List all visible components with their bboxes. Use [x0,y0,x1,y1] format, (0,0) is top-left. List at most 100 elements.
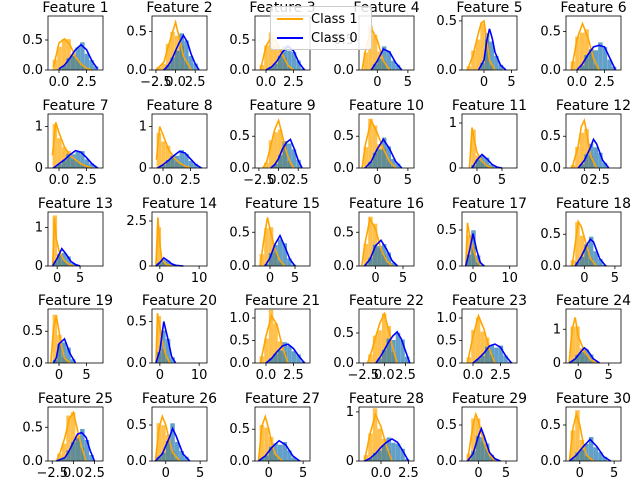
x-tick-label: 2.5 [76,173,97,188]
density-line-class-0 [58,43,99,70]
hist-bar-class-0 [66,256,71,266]
hist-bar-class-1 [156,316,162,363]
hist-bar-class-0 [277,239,283,266]
hist-bar-class-1 [264,427,269,461]
y-tick-label: 0.5 [436,334,457,349]
subplot-feature-10: 0.0 0.5 0 5 Feature 10 [333,98,424,188]
hist-bar-class-0 [584,154,589,168]
hist-bar-class-0 [494,55,499,70]
density-line-class-1 [155,313,171,364]
hist-bar-class-0 [170,357,175,363]
hist-bar-class-0 [184,456,189,461]
hist-bar-class-0 [494,347,499,363]
axes-frame [151,406,208,462]
hist-bar-class-0 [602,456,608,461]
hist-bar-class-1 [584,29,589,70]
hist-bar-class-0 [259,458,265,461]
y-tick-label: 1 [553,322,561,337]
hist-bar-class-0 [575,452,580,461]
hist-bar-class-1 [273,45,278,70]
y-tick-label: 0 [139,259,147,274]
density-line-class-1 [154,413,181,462]
hist-bar-class-0 [602,47,608,70]
hist-bar-class-1 [264,45,269,70]
hist-bar-class-1 [372,335,378,363]
x-tick-label: 0.0 [463,368,484,383]
hist-bar-class-0 [579,449,585,461]
hist-bar-class-0 [377,450,382,461]
subplot-title: Feature 18 [556,196,631,212]
density-line-class-0 [363,239,399,267]
density-line-class-0 [472,343,513,364]
x-tick-label: 0.0 [374,368,395,383]
x-tick-label: 0 [373,75,381,90]
y-tick-label: 0 [553,356,561,371]
x-tick-label: 0.0 [49,173,70,188]
hist-bar-class-1 [584,128,589,168]
axes-frame [461,15,518,71]
density-line-class-0 [163,33,200,71]
hist-bar-class-0 [70,55,76,70]
hist-bar-class-0 [268,253,274,266]
hist-bar-class-1 [475,317,481,363]
hist-bar-class-0 [89,163,94,168]
y-tick-label: 0.5 [540,227,561,242]
hist-bar-class-0 [570,458,576,461]
subplot-title: Feature 12 [556,98,631,114]
subplot-title: Feature 26 [142,391,217,407]
hist-bar-class-0 [372,152,378,168]
x-tick-label: 0 [580,271,588,286]
y-tick-label: 0.0 [22,454,43,469]
hist-bar-class-0 [66,58,71,70]
subplot-title: Feature 2 [146,0,212,16]
subplot-feature-23: 0.0 0.5 1.0 0.0 2.5 Feature 23 [436,293,527,383]
hist-bar-class-0 [61,458,67,461]
hist-bar-class-1 [579,32,585,70]
density-line-class-1 [570,21,600,71]
hist-bar-class-1 [372,34,378,70]
density-line-class-1 [155,217,172,267]
subplot-title: Feature 9 [249,98,315,114]
hist-bar-class-0 [57,344,62,363]
y-tick-label: 0.0 [229,161,250,176]
hist-bar-class-0 [593,251,598,266]
density-line-class-1 [361,25,391,71]
hist-bar-class-0 [174,442,180,461]
hist-bar-class-0 [593,447,598,461]
subplot-title: Feature 15 [245,196,320,212]
density-line-class-0 [53,149,98,169]
hist-bar-class-0 [480,437,485,461]
y-tick-label: 0.0 [229,454,250,469]
axes-frame [461,308,518,364]
hist-bar-class-0 [277,55,283,70]
subplot-title: Feature 8 [146,98,212,114]
hist-bar-class-0 [277,155,283,168]
hist-bar-class-0 [193,163,198,168]
hist-bar-class-0 [287,50,292,70]
y-tick-label: 0.5 [126,314,147,329]
subplot-title: Feature 23 [452,293,527,309]
density-line-class-1 [259,217,286,267]
density-line-class-0 [576,44,617,71]
hist-bar-class-0 [70,154,76,168]
hist-bar-class-1 [381,313,387,363]
legend: Class 1 Class 0 [270,6,372,50]
y-tick-label: 0.0 [436,63,457,78]
density-line-class-0 [157,150,202,169]
hist-bar-class-1 [368,354,373,363]
hist-bar-class-0 [264,455,269,461]
subplot-feature-18: 0.0 0.5 0 5 Feature 18 [540,196,631,286]
x-tick-label: 5 [76,271,84,286]
axes-frame [151,113,208,169]
hist-bar-class-0 [268,446,274,461]
x-tick-label: 5 [404,173,412,188]
subplot-feature-26: 0.0 0.5 0 5 Feature 26 [126,391,217,480]
hist-bar-class-0 [484,33,490,70]
hist-bar-class-0 [368,257,373,266]
axes-frame [565,113,622,169]
hist-bar-class-0 [291,457,297,461]
x-tick-label: −2.5 [243,173,275,188]
y-tick-label: 1.0 [229,311,250,326]
x-tick-label: −2.5 [140,75,172,90]
density-line-class-1 [363,412,393,462]
